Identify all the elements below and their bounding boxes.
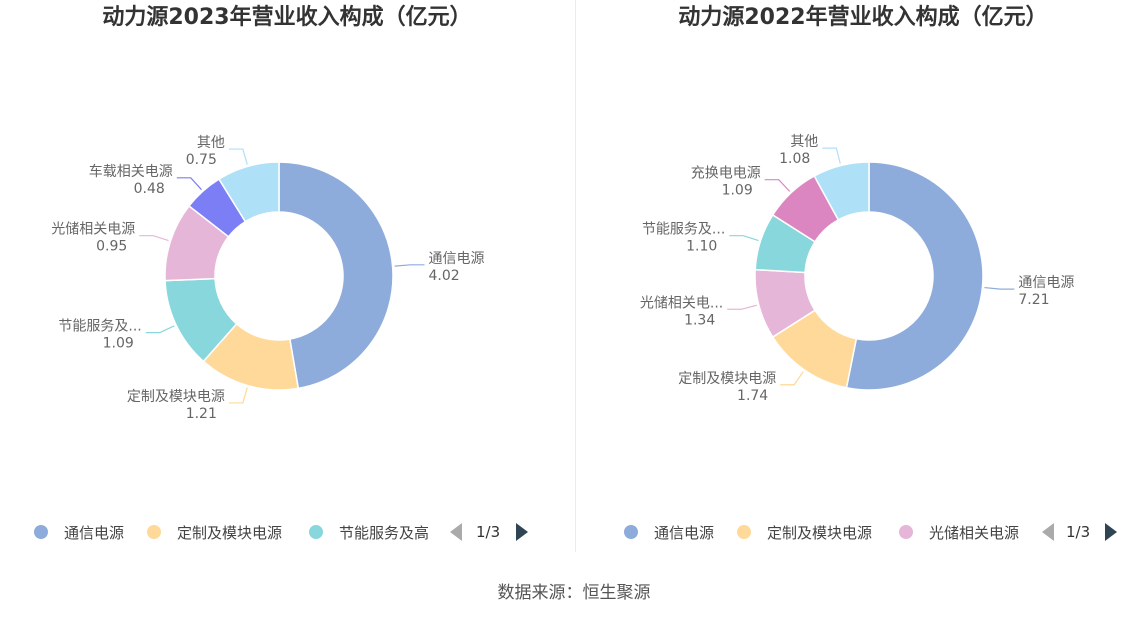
donut-slice[interactable] [813, 161, 870, 221]
legend-dot [34, 525, 48, 539]
legend-item-guangchu[interactable]: 光储相关电源 [899, 518, 1019, 546]
legend-label: 光储相关电源 [929, 523, 1020, 542]
slice-leader-line [780, 371, 804, 386]
legend-item-jieneng[interactable]: 节能服务及高 [309, 518, 429, 546]
slice-leader-line [394, 264, 425, 267]
slice-value-label: 1.09 [103, 336, 134, 352]
legend-prev-arrow-icon[interactable] [1042, 523, 1054, 541]
slice-leader-line [984, 286, 1015, 290]
legend-page-indicator: 1/3 [476, 523, 501, 541]
donut-slice[interactable] [845, 161, 984, 391]
legend-page-indicator: 1/3 [1066, 523, 1091, 541]
slice-label: 车载相关电源 [89, 163, 173, 180]
panel-divider [575, 0, 576, 552]
data-source-note: 数据来源：恒生聚源 [497, 583, 651, 603]
slice-value-label: 1.34 [684, 312, 715, 328]
slice-label: 定制及模块电源 [127, 389, 225, 405]
legend-label: 定制及模块电源 [767, 523, 873, 542]
slice-leader-line [729, 235, 759, 242]
legend-label: 通信电源 [64, 523, 125, 542]
legend-dot [147, 525, 161, 539]
slice-leader-line [228, 387, 248, 404]
chart-title-2023: 动力源2023年营业收入构成（亿元） [102, 5, 472, 30]
legend-dot [899, 525, 913, 539]
legend-dot [737, 525, 751, 539]
slice-label: 定制及模块电源 [678, 371, 776, 387]
slice-value-label: 4.02 [429, 268, 460, 284]
legend-next-arrow-icon[interactable] [1105, 523, 1117, 541]
legend-item-dingzhi[interactable]: 定制及模块电源 [737, 518, 872, 546]
slice-leader-line [764, 179, 791, 192]
donut-chart-2022: 通信电源7.21定制及模块电源1.74光储相关电...1.34节能服务及...1… [640, 134, 1074, 404]
legend-dot [624, 525, 638, 539]
chart-title-2022: 动力源2022年营业收入构成（亿元） [678, 5, 1048, 30]
legend-2023: 通信电源 定制及模块电源 节能服务及高 [0, 518, 574, 546]
slice-label: 其他 [790, 134, 818, 150]
slice-leader-line [822, 147, 841, 164]
slice-leader-line [727, 304, 757, 310]
slice-leader-line [145, 325, 175, 334]
slice-label: 其他 [197, 135, 225, 151]
slice-value-label: 0.75 [186, 152, 217, 168]
donut-slice[interactable] [217, 161, 280, 223]
legend-next-arrow-icon[interactable] [516, 523, 528, 541]
chart-panel-2022: 动力源2022年营业收入构成（亿元） 通信电源 7.21 定制及模块电源 1.74 光储… [576, 0, 1148, 560]
slice-value-label: 7.21 [1018, 292, 1049, 308]
donut-slice[interactable] [278, 161, 394, 390]
legend-label: 节能服务及高 [339, 523, 430, 542]
slice-label: 光储相关电源 [51, 222, 135, 238]
slice-value-label: 0.95 [96, 239, 127, 255]
legend-item-dingzhi[interactable]: 定制及模块电源 [147, 518, 282, 546]
legend-item-tongxin[interactable]: 通信电源 [624, 518, 714, 546]
slice-leader-line [176, 177, 202, 191]
slice-value-label: 1.09 [722, 183, 753, 199]
slice-label: 光储相关电... [640, 295, 723, 311]
legend-label: 定制及模块电源 [177, 523, 283, 542]
slice-label: 通信电源 [429, 251, 485, 267]
legend-2022: 通信电源 定制及模块电源 光储相关电源 [576, 518, 1148, 546]
slice-label: 节能服务及... [642, 222, 725, 238]
slice-label: 通信电源 [1018, 275, 1074, 291]
legend-prev-arrow-icon[interactable] [450, 523, 462, 541]
slice-value-label: 1.10 [686, 239, 717, 255]
legend-item-tongxin[interactable]: 通信电源 [34, 518, 124, 546]
slice-value-label: 1.74 [737, 388, 768, 404]
slice-value-label: 1.21 [186, 406, 217, 422]
slice-value-label: 1.08 [779, 151, 810, 167]
slice-label: 充换电电源 [691, 165, 761, 182]
legend-dot [309, 525, 323, 539]
chart-panel-2023: 动力源2023年营业收入构成（亿元） 通信电源 4.02 定制及模块电源 1.21 节能… [0, 0, 574, 560]
slice-leader-line [139, 235, 169, 242]
slice-value-label: 0.48 [134, 181, 165, 197]
legend-label: 通信电源 [654, 523, 715, 542]
slice-label: 节能服务及... [58, 319, 141, 335]
slice-leader-line [228, 148, 248, 165]
